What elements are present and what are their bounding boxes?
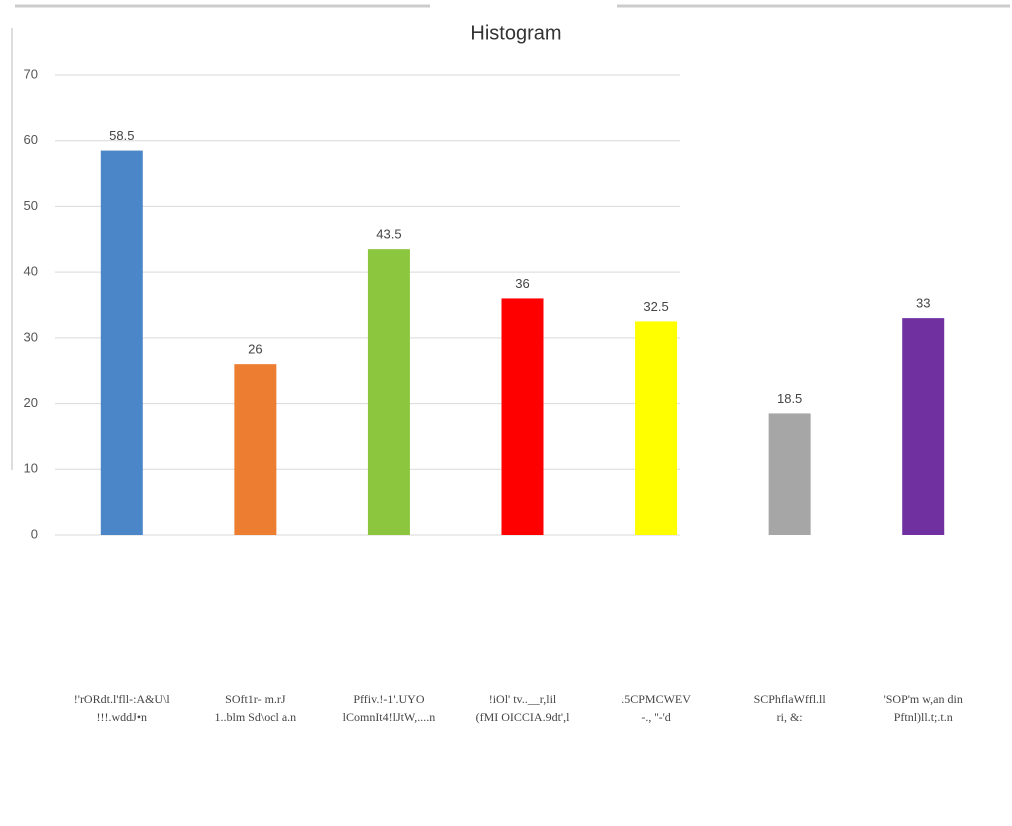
- x-tick-sublabel: lComnIt4!lJtW,....n: [343, 710, 436, 724]
- value-label: 32.5: [643, 299, 668, 314]
- value-label: 18.5: [777, 391, 802, 406]
- x-tick-sublabel: (fMI OICCIA.9dt',l: [476, 710, 570, 724]
- x-tick-label: Pffiv.!-1'.UYO: [353, 692, 424, 706]
- x-tick-label: 'SOP'm w,an din: [884, 692, 963, 706]
- x-tick-sublabel: ri, &:: [777, 710, 803, 724]
- y-tick-label: 60: [24, 132, 38, 147]
- bar: [902, 318, 945, 535]
- x-tick-label: !'rORdt.l'fll-:A&U\l: [74, 692, 171, 706]
- bar: [367, 249, 410, 535]
- x-tick-label: .5CPMCWEV: [621, 692, 691, 706]
- y-tick-label: 10: [24, 461, 38, 476]
- x-tick-sublabel: -., ''-'d: [641, 710, 670, 724]
- x-tick-sublabel: 1..blm Sd\ocl a.n: [215, 710, 297, 724]
- chart-title: Histogram: [470, 22, 561, 44]
- x-tick-sublabel: Pftnl)ll.t;.t.n: [894, 710, 953, 724]
- x-tick-label: !iOl' tv..__r,lil: [489, 692, 557, 706]
- bar: [100, 150, 143, 536]
- value-label: 43.5: [376, 227, 401, 242]
- y-tick-label: 50: [24, 198, 38, 213]
- bar: [768, 413, 811, 535]
- y-tick-label: 40: [24, 264, 38, 279]
- y-tick-label: 30: [24, 329, 38, 344]
- value-label: 58.5: [109, 128, 134, 143]
- bar: [501, 298, 544, 535]
- x-tick-label: SCPhflaWffl.ll: [754, 692, 827, 706]
- x-tick-label: SOft1r- m.rJ: [225, 692, 286, 706]
- value-label: 26: [248, 342, 262, 357]
- y-tick-label: 20: [24, 395, 38, 410]
- y-tick-label: 70: [24, 66, 38, 81]
- bar: [635, 321, 678, 535]
- y-tick-label: 0: [31, 526, 38, 541]
- value-label: 36: [515, 276, 529, 291]
- x-tick-sublabel: !!!.wddJ•n: [97, 710, 148, 724]
- value-label: 33: [916, 296, 930, 311]
- bar: [234, 364, 277, 535]
